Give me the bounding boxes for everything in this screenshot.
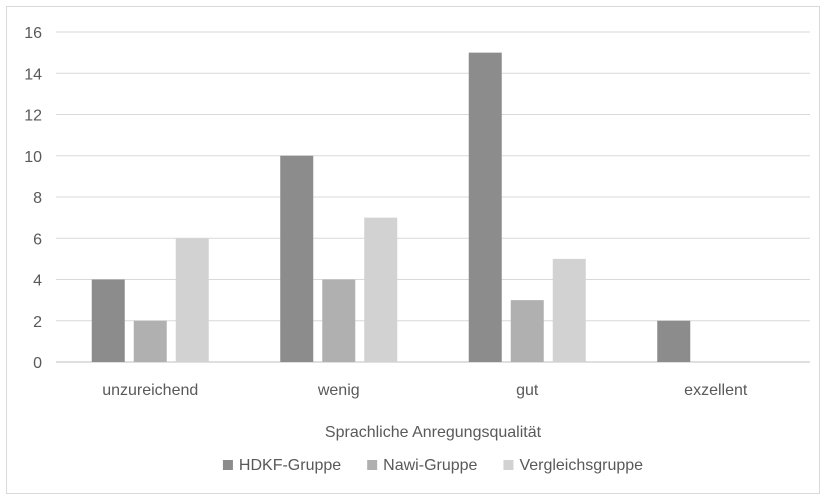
y-tick-label-12: 12 xyxy=(24,108,42,125)
bar-wenig-Nawi-Gruppe xyxy=(322,279,356,362)
bar-wenig-HDKF-Gruppe xyxy=(280,155,314,362)
bar-gut-Vergleichsgruppe xyxy=(552,258,586,362)
bar-exzellent-HDKF-Gruppe xyxy=(657,320,691,362)
bar-unzureichend-Nawi-Gruppe xyxy=(133,320,167,362)
y-tick-label-0: 0 xyxy=(33,355,42,372)
legend-swatch-Nawi-Gruppe xyxy=(367,460,378,470)
x-axis-title: Sprachliche Anregungsqualität xyxy=(325,424,542,441)
x-axis-categories: unzureichend wenig gut exzellent xyxy=(102,382,748,399)
y-tick-label-14: 14 xyxy=(24,66,42,83)
x-category-label-exzellent: exzellent xyxy=(684,382,748,399)
legend-swatch-HDKF-Gruppe xyxy=(222,460,233,470)
y-tick-label-8: 8 xyxy=(33,190,42,207)
legend-label-Nawi-Gruppe: Nawi-Gruppe xyxy=(383,457,477,474)
legend-swatch-Vergleichsgruppe xyxy=(503,460,514,470)
legend: HDKF-Gruppe Nawi-Gruppe Vergleichsgruppe xyxy=(222,457,643,474)
y-tick-label-2: 2 xyxy=(33,314,42,331)
y-tick-label-10: 10 xyxy=(24,149,42,166)
x-category-label-unzureichend: unzureichend xyxy=(102,382,198,399)
y-axis-ticks: 0 2 4 6 8 10 12 14 16 xyxy=(24,25,42,372)
chart-frame xyxy=(6,6,820,494)
bar-gut-HDKF-Gruppe xyxy=(468,52,502,362)
y-tick-label-6: 6 xyxy=(33,231,42,248)
bar-gut-Nawi-Gruppe xyxy=(510,300,544,362)
x-category-label-wenig: wenig xyxy=(317,382,360,399)
legend-label-Vergleichsgruppe: Vergleichsgruppe xyxy=(519,457,643,474)
gridlines xyxy=(56,31,810,363)
y-tick-label-4: 4 xyxy=(33,273,42,290)
y-tick-label-16: 16 xyxy=(24,25,42,42)
bar-wenig-Vergleichsgruppe xyxy=(364,217,398,362)
bar-unzureichend-Vergleichsgruppe xyxy=(175,238,209,362)
bars xyxy=(91,52,691,362)
bar-unzureichend-HDKF-Gruppe xyxy=(91,279,125,362)
x-category-label-gut: gut xyxy=(516,382,539,399)
legend-label-HDKF-Gruppe: HDKF-Gruppe xyxy=(239,457,341,474)
